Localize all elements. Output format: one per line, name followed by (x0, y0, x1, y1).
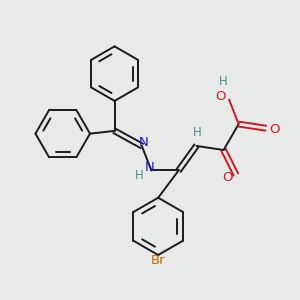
Text: O: O (216, 90, 226, 103)
Text: O: O (269, 123, 279, 136)
Text: H: H (219, 75, 228, 88)
Text: N: N (139, 136, 149, 149)
Text: Br: Br (151, 254, 166, 268)
Text: H: H (194, 126, 202, 139)
Text: H: H (135, 169, 143, 182)
Text: N: N (145, 161, 155, 174)
Text: O: O (223, 171, 233, 184)
